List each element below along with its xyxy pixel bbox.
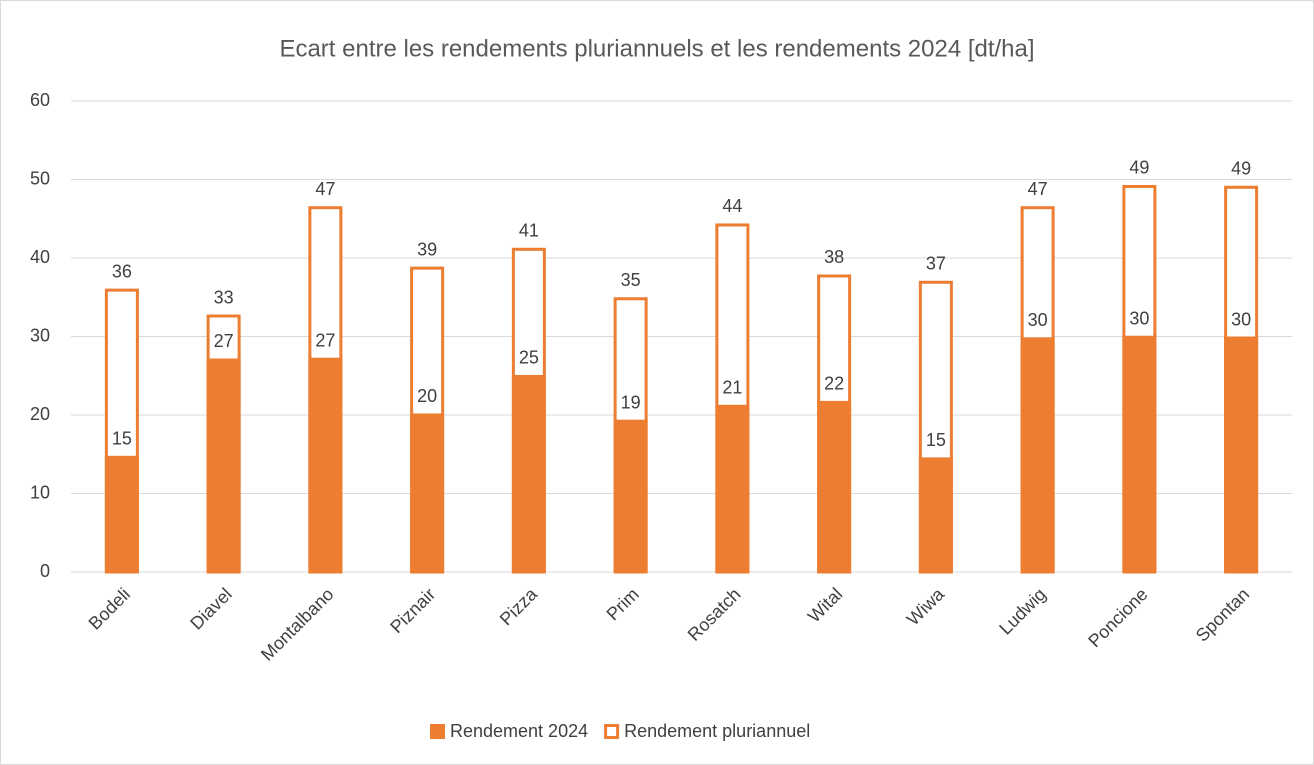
y-tick-label: 40 [30, 247, 50, 267]
data-label: 49 [1129, 158, 1149, 178]
bar [104, 455, 139, 572]
legend-swatch [604, 724, 620, 739]
y-tick-label: 60 [30, 90, 50, 110]
data-label: 30 [1231, 309, 1251, 329]
data-label: 47 [1028, 179, 1048, 199]
data-label: 22 [824, 374, 844, 394]
y-tick-label: 0 [40, 561, 50, 581]
data-label: 27 [315, 330, 335, 350]
data-label: 35 [621, 270, 641, 290]
data-label: 47 [315, 179, 335, 199]
data-label: 27 [214, 331, 234, 351]
y-tick-label: 10 [30, 482, 50, 502]
bar [511, 374, 546, 572]
data-label: 15 [112, 429, 132, 449]
bar [715, 404, 750, 572]
data-label: 33 [214, 287, 234, 307]
legend-label: Rendement pluriannuel [624, 721, 810, 741]
data-label: 30 [1129, 308, 1149, 328]
data-label: 20 [417, 386, 437, 406]
data-label: 21 [722, 378, 742, 398]
y-tick-label: 30 [30, 325, 50, 345]
data-label: 36 [112, 261, 132, 281]
bar [308, 357, 343, 572]
data-label: 49 [1231, 159, 1251, 179]
bar [410, 413, 445, 572]
data-label: 15 [926, 430, 946, 450]
bar [1020, 337, 1055, 572]
data-label: 25 [519, 348, 539, 368]
data-label: 44 [722, 196, 742, 216]
data-label: 37 [926, 254, 946, 274]
data-label: 38 [824, 247, 844, 267]
bar [1224, 336, 1259, 572]
chart-title: Ecart entre les rendements pluriannuels … [279, 35, 1034, 62]
bar [918, 457, 953, 572]
data-label: 39 [417, 239, 437, 259]
y-tick-label: 50 [30, 168, 50, 188]
data-label: 30 [1028, 310, 1048, 330]
y-tick-label: 20 [30, 404, 50, 424]
bar [206, 358, 241, 572]
data-label: 41 [519, 221, 539, 241]
bar [613, 419, 648, 572]
data-label: 19 [621, 392, 641, 412]
legend-swatch [430, 724, 445, 739]
legend-label: Rendement 2024 [450, 721, 588, 741]
bar [817, 400, 852, 572]
bar [1122, 335, 1157, 572]
